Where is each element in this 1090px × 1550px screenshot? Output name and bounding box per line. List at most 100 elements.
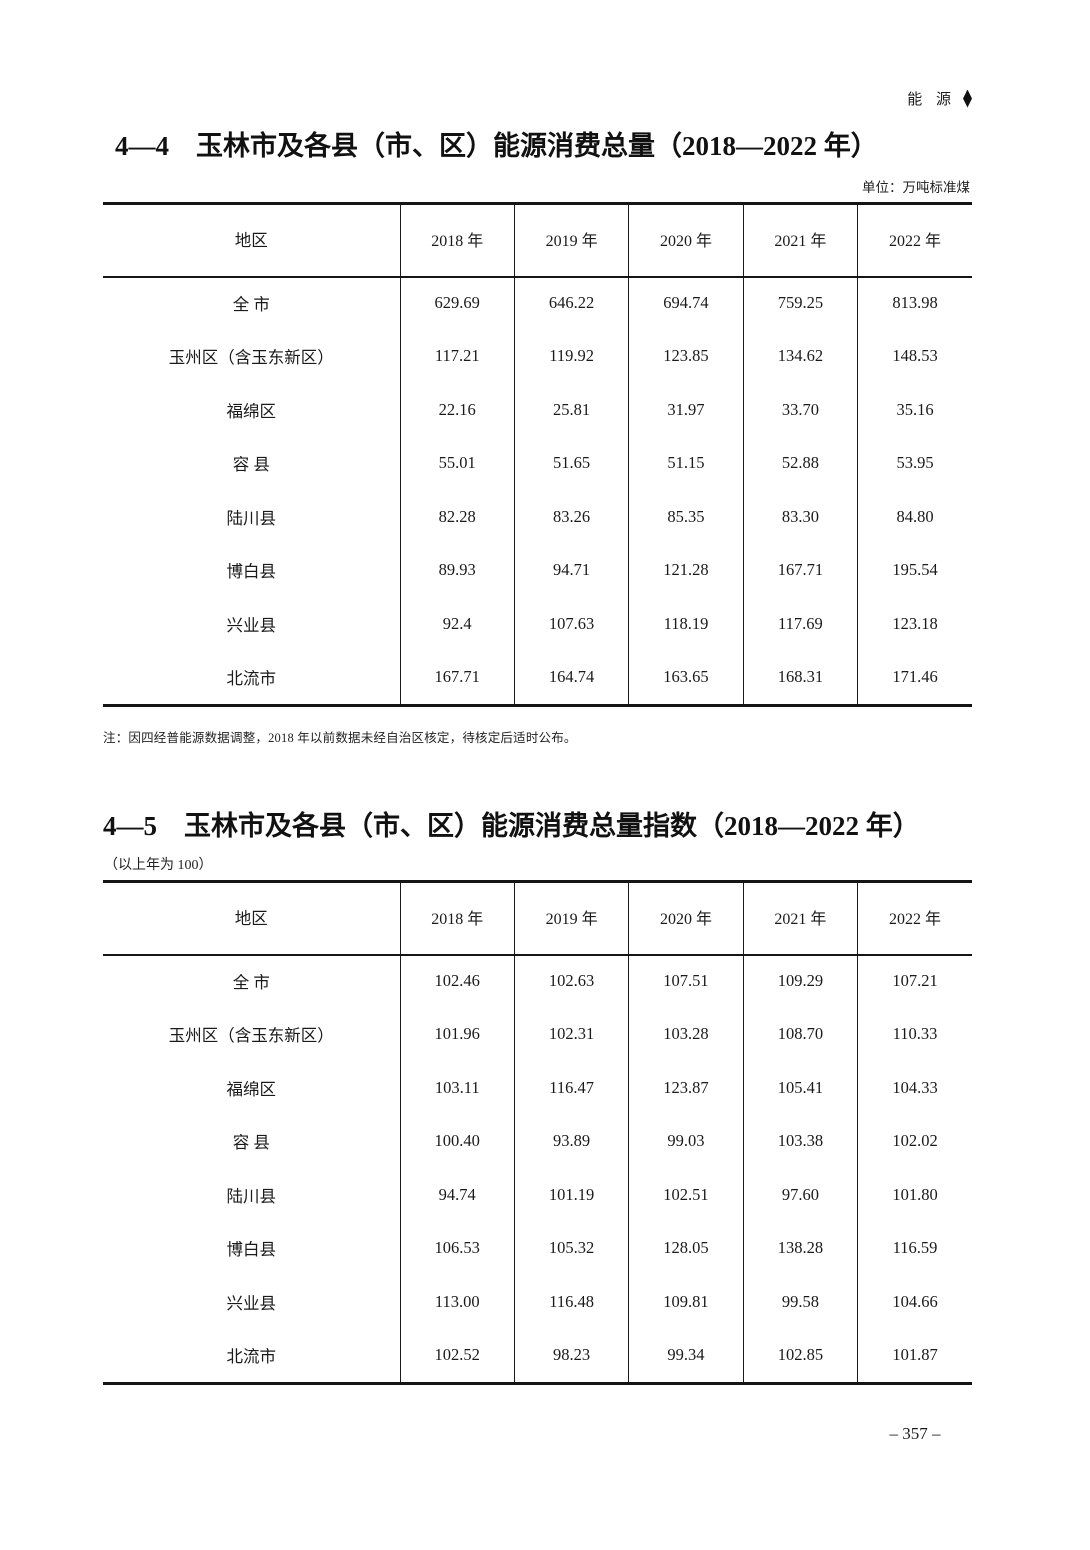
region-label: 玉州区（含玉东新区） xyxy=(168,1026,334,1045)
region-label: 陆川县 xyxy=(226,508,277,528)
value-2020: 102.51 xyxy=(628,1167,744,1222)
value-2019: 25.81 xyxy=(513,382,629,437)
value-2018: 102.46 xyxy=(399,953,515,1008)
value-2018: 82.28 xyxy=(399,489,515,544)
value-2022: 102.02 xyxy=(857,1114,972,1168)
value-2019: 164.74 xyxy=(513,650,629,704)
value-2019: 98.23 xyxy=(513,1328,629,1382)
region-label: 陆川县 xyxy=(226,1186,277,1206)
column-header-2021: 2021 年 xyxy=(742,201,858,276)
value-2020: 123.85 xyxy=(628,329,744,383)
table-row: 陆川县 82.28 83.26 85.35 83.30 84.80 xyxy=(103,489,972,544)
column-header-2020: 2020 年 xyxy=(628,879,744,954)
table-row: 玉州区（含玉东新区） 117.21 119.92 123.85 134.62 1… xyxy=(103,329,972,383)
value-2018: 100.40 xyxy=(399,1114,515,1168)
table-row: 福绵区 103.11 116.47 123.87 105.41 104.33 xyxy=(103,1060,972,1115)
value-2018: 106.53 xyxy=(399,1221,515,1275)
value-2019: 116.47 xyxy=(513,1060,629,1115)
value-2022: 84.80 xyxy=(857,489,972,544)
page-number-label: – 357 – xyxy=(889,1424,941,1443)
table-row: 容 县 55.01 51.65 51.15 52.88 53.95 xyxy=(103,436,972,490)
table-row: 博白县 106.53 105.32 128.05 138.28 116.59 xyxy=(103,1221,972,1275)
region-label: 北流市 xyxy=(226,1347,277,1366)
value-2018: 117.21 xyxy=(399,329,515,383)
region-label: 福绵区 xyxy=(226,401,277,421)
value-2018: 89.93 xyxy=(399,543,515,597)
value-2018: 101.96 xyxy=(399,1007,515,1061)
value-2019: 107.63 xyxy=(513,596,629,651)
value-2021: 52.88 xyxy=(742,436,858,490)
region-label: 容 县 xyxy=(232,1133,270,1152)
value-2019: 102.31 xyxy=(513,1007,629,1061)
column-header-2020: 2020 年 xyxy=(628,201,744,276)
column-header-region: 地区 xyxy=(234,230,268,250)
table-row: 全 市 629.69 646.22 694.74 759.25 813.98 xyxy=(103,275,972,330)
table-row: 陆川县 94.74 101.19 102.51 97.60 101.80 xyxy=(103,1167,972,1222)
table-title-4-5: 4—5 玉林市及各县（市、区）能源消费总量指数（2018—2022 年） xyxy=(103,811,920,841)
table-block-4-5: 4—5 玉林市及各县（市、区）能源消费总量指数（2018—2022 年） （以上… xyxy=(103,810,972,1385)
value-2022: 101.80 xyxy=(857,1167,972,1222)
region-label: 北流市 xyxy=(226,669,277,688)
region-label: 兴业县 xyxy=(226,615,277,635)
value-2018: 102.52 xyxy=(399,1328,515,1382)
table-wrapper-4-5: 地区 2018 年 2019 年 2020 年 2021 年 2022 年 全 … xyxy=(103,879,972,1385)
value-2018: 92.4 xyxy=(399,596,515,651)
value-2019: 101.19 xyxy=(513,1167,629,1222)
value-2019: 94.71 xyxy=(513,543,629,597)
table-bottom-rule xyxy=(103,703,972,707)
value-2020: 85.35 xyxy=(628,489,744,544)
value-2020: 163.65 xyxy=(628,650,744,704)
region-label: 博白县 xyxy=(226,562,277,581)
page-number: – 357 – xyxy=(0,1424,1090,1444)
value-2021: 83.30 xyxy=(742,489,858,544)
region-label: 博白县 xyxy=(226,1240,277,1259)
table-block-4-4: 4—4 玉林市及各县（市、区）能源消费总量（2018—2022 年） 单位：万吨… xyxy=(103,130,972,707)
diamond-bullet-icon xyxy=(963,89,972,108)
value-2020: 51.15 xyxy=(628,436,744,490)
value-2021: 109.29 xyxy=(742,953,858,1008)
column-header-2022: 2022 年 xyxy=(857,201,972,276)
value-2019: 646.22 xyxy=(513,275,629,330)
value-2022: 123.18 xyxy=(857,596,972,651)
value-2021: 99.58 xyxy=(742,1274,858,1329)
value-2022: 148.53 xyxy=(857,329,972,383)
value-2021: 105.41 xyxy=(742,1060,858,1115)
table-row: 福绵区 22.16 25.81 31.97 33.70 35.16 xyxy=(103,382,972,437)
value-2021: 134.62 xyxy=(742,329,858,383)
value-2022: 104.33 xyxy=(857,1060,972,1115)
value-2019: 102.63 xyxy=(513,953,629,1008)
value-2020: 123.87 xyxy=(628,1060,744,1115)
value-2020: 118.19 xyxy=(628,596,744,651)
value-2021: 33.70 xyxy=(742,382,858,437)
value-2022: 116.59 xyxy=(857,1221,972,1275)
value-2019: 51.65 xyxy=(513,436,629,490)
value-2021: 103.38 xyxy=(742,1114,858,1168)
table-subtitle-4-5: （以上年为 100） xyxy=(104,857,213,873)
column-header-2018: 2018 年 xyxy=(399,201,515,276)
value-2020: 109.81 xyxy=(628,1274,744,1329)
table-top-rule xyxy=(103,879,972,883)
value-2021: 97.60 xyxy=(742,1167,858,1222)
value-2022: 101.87 xyxy=(857,1328,972,1382)
table-row: 玉州区（含玉东新区） 101.96 102.31 103.28 108.70 1… xyxy=(103,1007,972,1061)
value-2021: 167.71 xyxy=(742,543,858,597)
running-head-label: 能 源 xyxy=(907,92,956,108)
value-2018: 94.74 xyxy=(399,1167,515,1222)
region-label: 全 市 xyxy=(232,294,270,314)
column-header-2022: 2022 年 xyxy=(857,879,972,954)
value-2021: 102.85 xyxy=(742,1328,858,1382)
value-2018: 167.71 xyxy=(399,650,515,704)
column-header-2019: 2019 年 xyxy=(513,201,629,276)
column-header-region: 地区 xyxy=(234,908,268,928)
value-2019: 116.48 xyxy=(513,1274,629,1329)
value-2019: 119.92 xyxy=(513,329,629,383)
column-header-2018: 2018 年 xyxy=(399,879,515,954)
value-2018: 22.16 xyxy=(399,382,515,437)
table-note-4-4: 注：因四经普能源数据调整，2018 年以前数据未经自治区核定，待核定后适时公布。 xyxy=(103,731,577,745)
value-2022: 171.46 xyxy=(857,650,972,704)
value-2021: 759.25 xyxy=(742,275,858,330)
value-2020: 107.51 xyxy=(628,953,744,1008)
column-header-2021: 2021 年 xyxy=(742,879,858,954)
value-2020: 121.28 xyxy=(628,543,744,597)
